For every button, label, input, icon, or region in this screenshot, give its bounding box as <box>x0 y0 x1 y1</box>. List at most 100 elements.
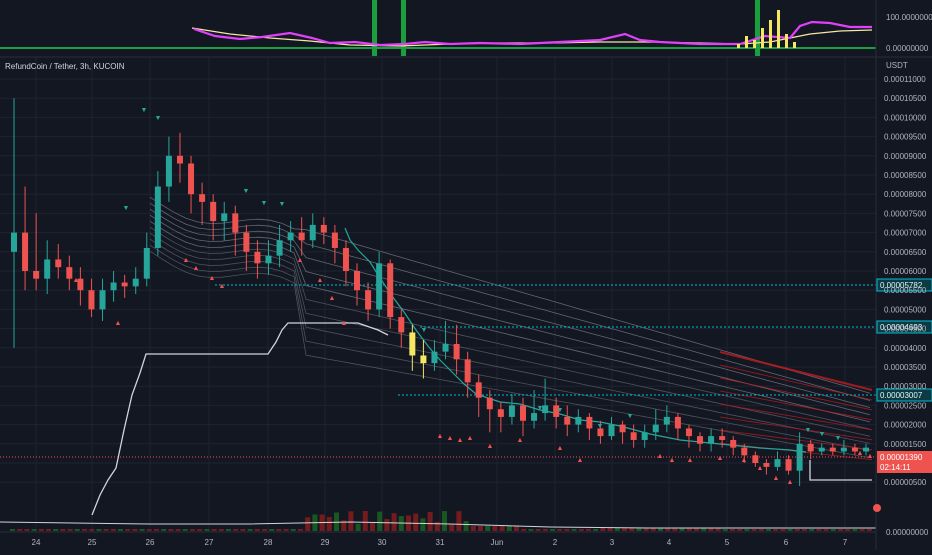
volume-bar <box>499 526 505 531</box>
candle[interactable] <box>365 282 372 321</box>
candle[interactable] <box>420 340 427 379</box>
candle[interactable] <box>188 155 195 214</box>
candle[interactable] <box>199 182 206 225</box>
candle[interactable] <box>88 278 95 318</box>
candle[interactable] <box>154 171 161 256</box>
volume-bar <box>665 528 671 531</box>
candle[interactable] <box>265 240 272 275</box>
candle[interactable] <box>276 224 283 268</box>
candle[interactable] <box>176 132 183 183</box>
candle[interactable] <box>652 409 659 440</box>
candle[interactable] <box>387 259 394 329</box>
candle[interactable] <box>807 439 814 460</box>
volume-bar <box>708 528 714 531</box>
candle[interactable] <box>143 232 150 287</box>
candle[interactable] <box>663 405 670 433</box>
volume-bar <box>442 511 447 531</box>
ribbon-line <box>149 220 871 423</box>
volume-bar <box>658 528 663 531</box>
candle[interactable] <box>608 416 615 440</box>
candle[interactable] <box>55 244 62 279</box>
candle[interactable] <box>409 324 416 371</box>
volume-bar <box>334 512 339 531</box>
candle[interactable] <box>829 443 836 456</box>
candle[interactable] <box>508 393 515 425</box>
candle[interactable] <box>641 424 648 448</box>
candle[interactable] <box>376 251 383 318</box>
volume-bar <box>89 529 95 531</box>
candle[interactable] <box>11 98 17 348</box>
volume-bar <box>103 529 109 531</box>
candle[interactable] <box>575 409 582 433</box>
candle[interactable] <box>110 271 117 302</box>
candle[interactable] <box>741 443 748 463</box>
volume-bar <box>24 529 30 531</box>
alert-dot[interactable] <box>873 504 881 512</box>
candle[interactable] <box>542 378 549 421</box>
candle[interactable] <box>796 432 803 487</box>
candle[interactable] <box>685 424 692 448</box>
candle[interactable] <box>309 213 316 248</box>
candle[interactable] <box>22 186 29 291</box>
candle[interactable] <box>77 267 84 306</box>
candle[interactable] <box>99 278 106 321</box>
candle[interactable] <box>851 443 858 456</box>
time-tick-label: 2 <box>553 538 558 547</box>
volume-bar <box>557 529 563 531</box>
candle[interactable] <box>497 401 504 433</box>
candle[interactable] <box>298 217 305 256</box>
candle[interactable] <box>232 205 239 256</box>
volume-bar <box>226 529 231 531</box>
candle[interactable] <box>331 224 338 264</box>
candle[interactable] <box>342 240 349 287</box>
candle[interactable] <box>752 451 759 467</box>
candle[interactable] <box>453 324 460 375</box>
candle[interactable] <box>719 428 726 448</box>
candle[interactable] <box>320 217 327 245</box>
candle[interactable] <box>763 459 770 475</box>
candle[interactable] <box>597 420 604 444</box>
candle[interactable] <box>586 413 593 440</box>
candle[interactable] <box>674 413 681 440</box>
candle[interactable] <box>121 274 128 298</box>
svg-text:▲: ▲ <box>341 320 348 327</box>
candle[interactable] <box>531 390 538 429</box>
candle[interactable] <box>553 397 560 429</box>
candle[interactable] <box>33 213 40 291</box>
time-axis[interactable]: 24 25 26 27 28 29 30 31 Jun 2 3 4 5 6 7 <box>32 538 848 547</box>
candle[interactable] <box>840 439 847 456</box>
svg-text:▲: ▲ <box>73 277 80 284</box>
candle[interactable] <box>464 351 471 398</box>
candle[interactable] <box>398 309 405 348</box>
candle[interactable] <box>630 424 637 448</box>
volume-bar <box>211 529 217 531</box>
candle[interactable] <box>165 136 172 202</box>
candle[interactable] <box>44 240 51 295</box>
candle[interactable] <box>785 455 792 475</box>
candle[interactable] <box>774 451 781 471</box>
candle[interactable] <box>708 428 715 452</box>
candle[interactable] <box>354 263 361 306</box>
candle[interactable] <box>863 443 869 456</box>
candle[interactable] <box>221 201 228 241</box>
candle[interactable] <box>519 397 526 437</box>
candle[interactable] <box>697 432 704 452</box>
candle[interactable] <box>486 390 493 433</box>
candle[interactable] <box>243 224 250 271</box>
candle[interactable] <box>287 221 294 252</box>
candle[interactable] <box>431 340 438 371</box>
candle[interactable] <box>564 405 571 437</box>
candle[interactable] <box>730 436 737 456</box>
candle[interactable] <box>66 255 73 291</box>
volume-bar <box>701 528 707 531</box>
candle[interactable] <box>619 420 626 444</box>
candle[interactable] <box>442 320 449 360</box>
candle[interactable] <box>210 194 217 241</box>
svg-text:▲: ▲ <box>317 277 324 284</box>
candle[interactable] <box>818 443 825 456</box>
candle[interactable] <box>132 267 139 295</box>
candle[interactable] <box>475 374 482 417</box>
candle[interactable] <box>254 240 261 279</box>
